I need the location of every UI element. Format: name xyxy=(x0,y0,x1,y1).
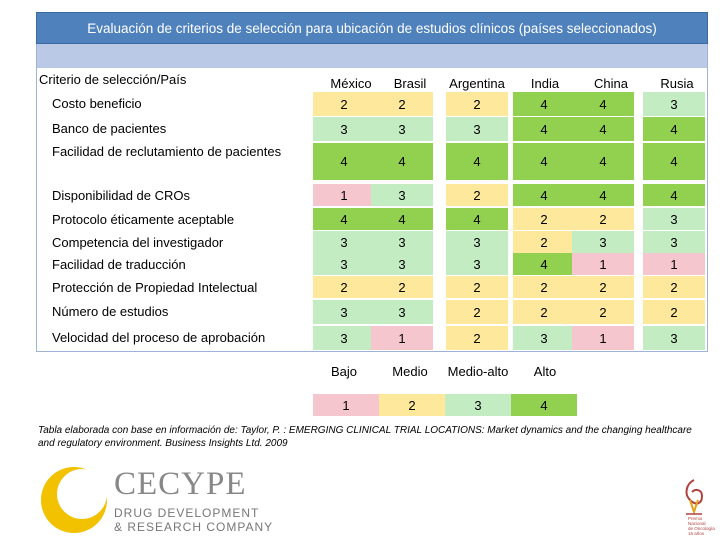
score-cell: 3 xyxy=(313,326,375,350)
score-cell: 3 xyxy=(643,208,705,230)
score-cell: 2 xyxy=(446,276,508,298)
country-header: México xyxy=(330,76,372,91)
score-cell: 3 xyxy=(643,326,705,350)
score-cell: 2 xyxy=(446,184,508,206)
logo-tagline-2: & RESEARCH COMPANY xyxy=(114,520,274,534)
score-cell: 4 xyxy=(446,143,508,180)
score-cell: 4 xyxy=(643,184,705,206)
score-cell: 1 xyxy=(572,326,634,350)
score-cell: 4 xyxy=(643,143,705,180)
score-cell: 4 xyxy=(572,92,634,116)
score-cell: 3 xyxy=(643,231,705,253)
row-label: Costo beneficio xyxy=(52,96,142,111)
header-subband xyxy=(36,44,708,68)
score-cell: 2 xyxy=(371,92,433,116)
legend-label: Medio-alto xyxy=(447,364,509,379)
country-header: Rusia xyxy=(660,76,694,91)
score-cell: 4 xyxy=(513,117,575,141)
row-label: Banco de pacientes xyxy=(52,121,167,136)
score-cell: 2 xyxy=(513,300,575,324)
score-cell: 1 xyxy=(313,184,375,206)
country-header: India xyxy=(530,76,560,91)
country-header: Argentina xyxy=(449,76,505,91)
score-cell: 4 xyxy=(513,253,575,275)
score-cell: 3 xyxy=(371,253,433,275)
score-cell: 2 xyxy=(446,300,508,324)
score-cell: 3 xyxy=(446,117,508,141)
row-label: Facilidad de traducción xyxy=(52,257,186,272)
legend-label: Alto xyxy=(533,364,557,379)
score-cell: 3 xyxy=(313,117,375,141)
logo-tagline-1: DRUG DEVELOPMENT xyxy=(114,506,260,520)
score-cell: 4 xyxy=(313,143,375,180)
score-cell: 4 xyxy=(513,143,575,180)
score-cell: 4 xyxy=(572,184,634,206)
score-cell: 2 xyxy=(572,300,634,324)
score-cell: 2 xyxy=(643,300,705,324)
score-cell: 1 xyxy=(371,326,433,350)
score-cell: 2 xyxy=(513,208,575,230)
score-cell: 2 xyxy=(513,231,575,253)
legend-swatch-high: 4 xyxy=(511,394,577,416)
row-label: Protocolo éticamente aceptable xyxy=(52,212,235,227)
row-label: Velocidad del proceso de aprobación xyxy=(52,330,266,345)
table-header-row: Criterio de selección/País México Brasil… xyxy=(36,72,708,96)
cecype-logo: CECYPE DRUG DEVELOPMENT & RESEARCH COMPA… xyxy=(38,462,278,538)
score-cell: 1 xyxy=(643,253,705,275)
score-cell: 4 xyxy=(371,143,433,180)
award-badge-text: Premio Nacional de Oncología 15 años xyxy=(688,516,715,536)
row-label: Competencia del investigador xyxy=(52,235,224,250)
legend-swatch-medium-high: 3 xyxy=(445,394,511,416)
criteria-column-header: Criterio de selección/País xyxy=(39,72,187,87)
score-cell: 2 xyxy=(446,326,508,350)
score-cell: 4 xyxy=(513,184,575,206)
score-cell: 3 xyxy=(446,231,508,253)
score-cell: 3 xyxy=(313,300,375,324)
legend-swatch-medium: 2 xyxy=(379,394,445,416)
score-cell: 4 xyxy=(572,143,634,180)
score-cell: 3 xyxy=(371,184,433,206)
score-cell: 4 xyxy=(572,117,634,141)
row-label: Protección de Propiedad Intelectual xyxy=(52,280,258,295)
legend-label: Bajo xyxy=(330,364,358,379)
legend-swatch-low: 1 xyxy=(313,394,379,416)
score-cell: 2 xyxy=(313,92,375,116)
cecype-crescent-icon xyxy=(41,467,107,533)
country-header: China xyxy=(594,76,628,91)
score-cell: 3 xyxy=(371,300,433,324)
score-cell: 3 xyxy=(371,231,433,253)
score-cell: 1 xyxy=(572,253,634,275)
score-cell: 4 xyxy=(313,208,375,230)
country-header: Brasil xyxy=(393,76,427,91)
source-caption: Tabla elaborada con base en información … xyxy=(38,425,692,449)
score-cell: 3 xyxy=(643,92,705,116)
score-cell: 2 xyxy=(572,208,634,230)
row-label: Facilidad de reclutamiento de pacientes xyxy=(52,144,282,159)
score-cell: 4 xyxy=(371,208,433,230)
score-cell: 3 xyxy=(446,253,508,275)
score-cell: 3 xyxy=(313,231,375,253)
score-cell: 3 xyxy=(513,326,575,350)
score-cell: 2 xyxy=(572,276,634,298)
row-label: Disponibilidad de CROs xyxy=(52,188,191,203)
logo-name: CECYPE xyxy=(114,466,247,502)
score-cell: 4 xyxy=(513,92,575,116)
page-title: Evaluación de criterios de selección par… xyxy=(87,20,657,36)
score-cell: 2 xyxy=(446,92,508,116)
title-band: Evaluación de criterios de selección par… xyxy=(36,12,708,44)
award-badge-icon xyxy=(685,479,704,516)
score-cell: 2 xyxy=(513,276,575,298)
score-cell: 2 xyxy=(313,276,375,298)
legend-label: Medio xyxy=(392,364,428,379)
score-cell: 2 xyxy=(371,276,433,298)
score-cell: 4 xyxy=(446,208,508,230)
score-cell: 4 xyxy=(643,117,705,141)
row-label: Número de estudios xyxy=(52,304,169,319)
score-cell: 3 xyxy=(371,117,433,141)
score-cell: 3 xyxy=(572,231,634,253)
score-cell: 3 xyxy=(313,253,375,275)
score-cell: 2 xyxy=(643,276,705,298)
